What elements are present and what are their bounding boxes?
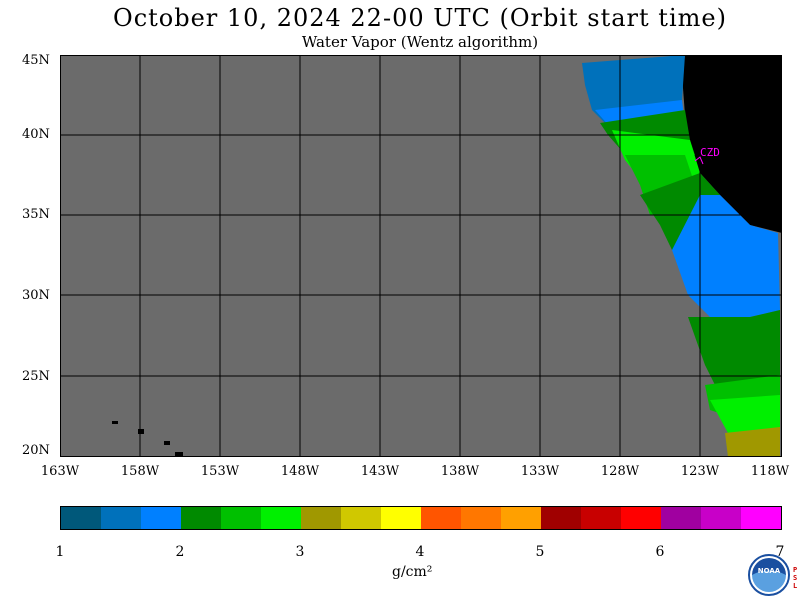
color-swatch-9	[421, 507, 461, 529]
lon-label-143w: 143W	[360, 464, 400, 479]
land-mass	[682, 55, 782, 233]
color-swatch-5	[261, 507, 301, 529]
lon-label-138w: 138W	[440, 464, 480, 479]
lon-label-133w: 133W	[520, 464, 560, 479]
color-swatch-12	[541, 507, 581, 529]
lon-label-148w: 148W	[280, 464, 320, 479]
lon-label-163w: 163W	[40, 464, 80, 479]
station-marker	[694, 156, 704, 165]
lat-label-25n: 25N	[22, 369, 50, 384]
map-frame	[60, 55, 782, 457]
scale-tick-3: 3	[295, 544, 305, 560]
color-swatch-4	[221, 507, 261, 529]
lat-label-45n: 45N	[22, 53, 50, 68]
scale-tick-5: 5	[535, 544, 545, 560]
color-swatch-2	[141, 507, 181, 529]
color-swatch-15	[661, 507, 701, 529]
lat-label-20n: 20N	[22, 443, 50, 458]
color-swatch-0	[61, 507, 101, 529]
lat-label-40n: 40N	[22, 127, 50, 142]
swath-moisture-3-0-3-5	[725, 427, 780, 457]
lon-label-128w: 128W	[600, 464, 640, 479]
color-swatch-11	[501, 507, 541, 529]
graticule	[60, 55, 782, 457]
island-kauai	[112, 421, 118, 424]
chart-title: October 10, 2024 22-00 UTC (Orbit start …	[113, 4, 727, 32]
swath-moisture-2-0-2-5-south	[688, 310, 780, 395]
lat-label-30n: 30N	[22, 288, 50, 303]
color-swatch-1	[101, 507, 141, 529]
scale-tick-2: 2	[175, 544, 185, 560]
noaa-logo-text: NOAA	[758, 567, 781, 575]
color-swatch-16	[701, 507, 741, 529]
lon-label-118w: 118W	[750, 464, 790, 479]
color-scale-bar	[60, 506, 782, 530]
color-swatch-14	[621, 507, 661, 529]
color-swatch-10	[461, 507, 501, 529]
lon-label-123w: 123W	[680, 464, 720, 479]
island-hawaii	[175, 452, 183, 457]
scale-tick-7: 7	[775, 544, 785, 560]
lon-label-153w: 153W	[200, 464, 240, 479]
island-oahu	[138, 429, 144, 434]
lon-label-158w: 158W	[120, 464, 160, 479]
swath-moisture-2-5-3-0-south	[710, 395, 780, 435]
color-swatch-7	[341, 507, 381, 529]
water-vapor-map: CZD	[60, 55, 782, 457]
color-swatch-13	[581, 507, 621, 529]
station-label: CZD	[700, 146, 720, 159]
scale-tick-6: 6	[655, 544, 665, 560]
scale-unit-label: g/cm²	[392, 564, 433, 580]
island-maui	[164, 441, 170, 445]
color-swatch-6	[301, 507, 341, 529]
noaa-logo: NOAA	[748, 554, 790, 596]
color-swatch-3	[181, 507, 221, 529]
chart-subtitle: Water Vapor (Wentz algorithm)	[301, 33, 539, 51]
scale-tick-4: 4	[415, 544, 425, 560]
scale-tick-1: 1	[55, 544, 65, 560]
color-swatch-17	[741, 507, 781, 529]
color-swatch-8	[381, 507, 421, 529]
lat-label-35n: 35N	[22, 207, 50, 222]
swath-moisture-1-5-2-0-central	[672, 195, 780, 317]
